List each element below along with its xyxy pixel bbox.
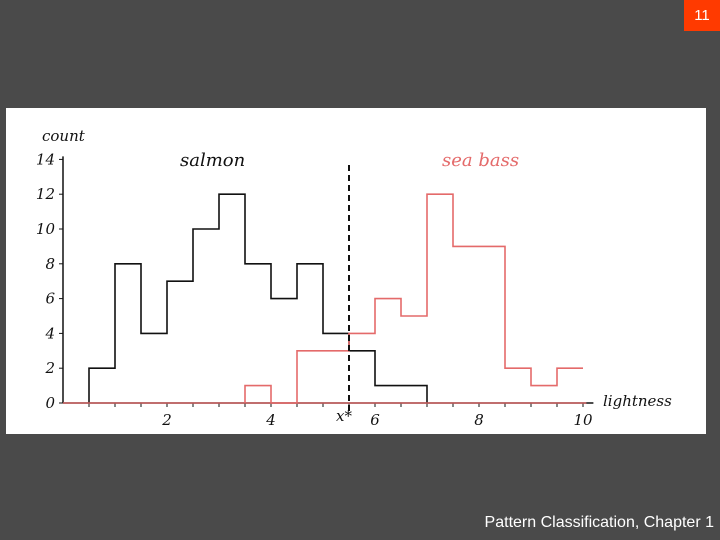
y-tick-label: 8: [45, 255, 55, 273]
slide-number-badge: 11: [684, 0, 720, 31]
x-tick-label: 2: [161, 411, 172, 429]
salmon-histogram: [88, 193, 428, 403]
y-tick-label: 2: [44, 359, 55, 377]
slide-footer: Pattern Classification, Chapter 1: [485, 514, 714, 532]
y-tick-label: 14: [36, 150, 55, 168]
series-label-salmon: salmon: [180, 150, 245, 171]
x-tick-label: 6: [370, 411, 380, 429]
y-tick-label: 4: [44, 324, 55, 342]
y-tick-label: 10: [36, 220, 56, 238]
y-axis-label: count: [42, 127, 86, 145]
series-label-sea-bass: sea bass: [442, 150, 519, 171]
x-tick-label: 10: [573, 411, 593, 429]
x-tick-label: 8: [474, 411, 484, 429]
slide-number: 11: [694, 7, 710, 24]
histogram-figure: 0 2 4 6 8 10 12 14 2 4 6 8 10 count lightness salmon…: [6, 108, 706, 434]
footer-text: Pattern Classification, Chapter 1: [484, 514, 714, 531]
y-tick-label: 6: [45, 290, 55, 308]
threshold-label: x*: [336, 407, 352, 425]
x-tick-label: 4: [265, 411, 276, 429]
y-tick-label: 12: [36, 185, 55, 203]
y-tick-label: 0: [45, 394, 55, 412]
x-axis-label: lightness: [603, 392, 672, 410]
histogram-chart: 0 2 4 6 8 10 12 14 2 4 6 8 10 count lightness salmon…: [36, 127, 672, 429]
